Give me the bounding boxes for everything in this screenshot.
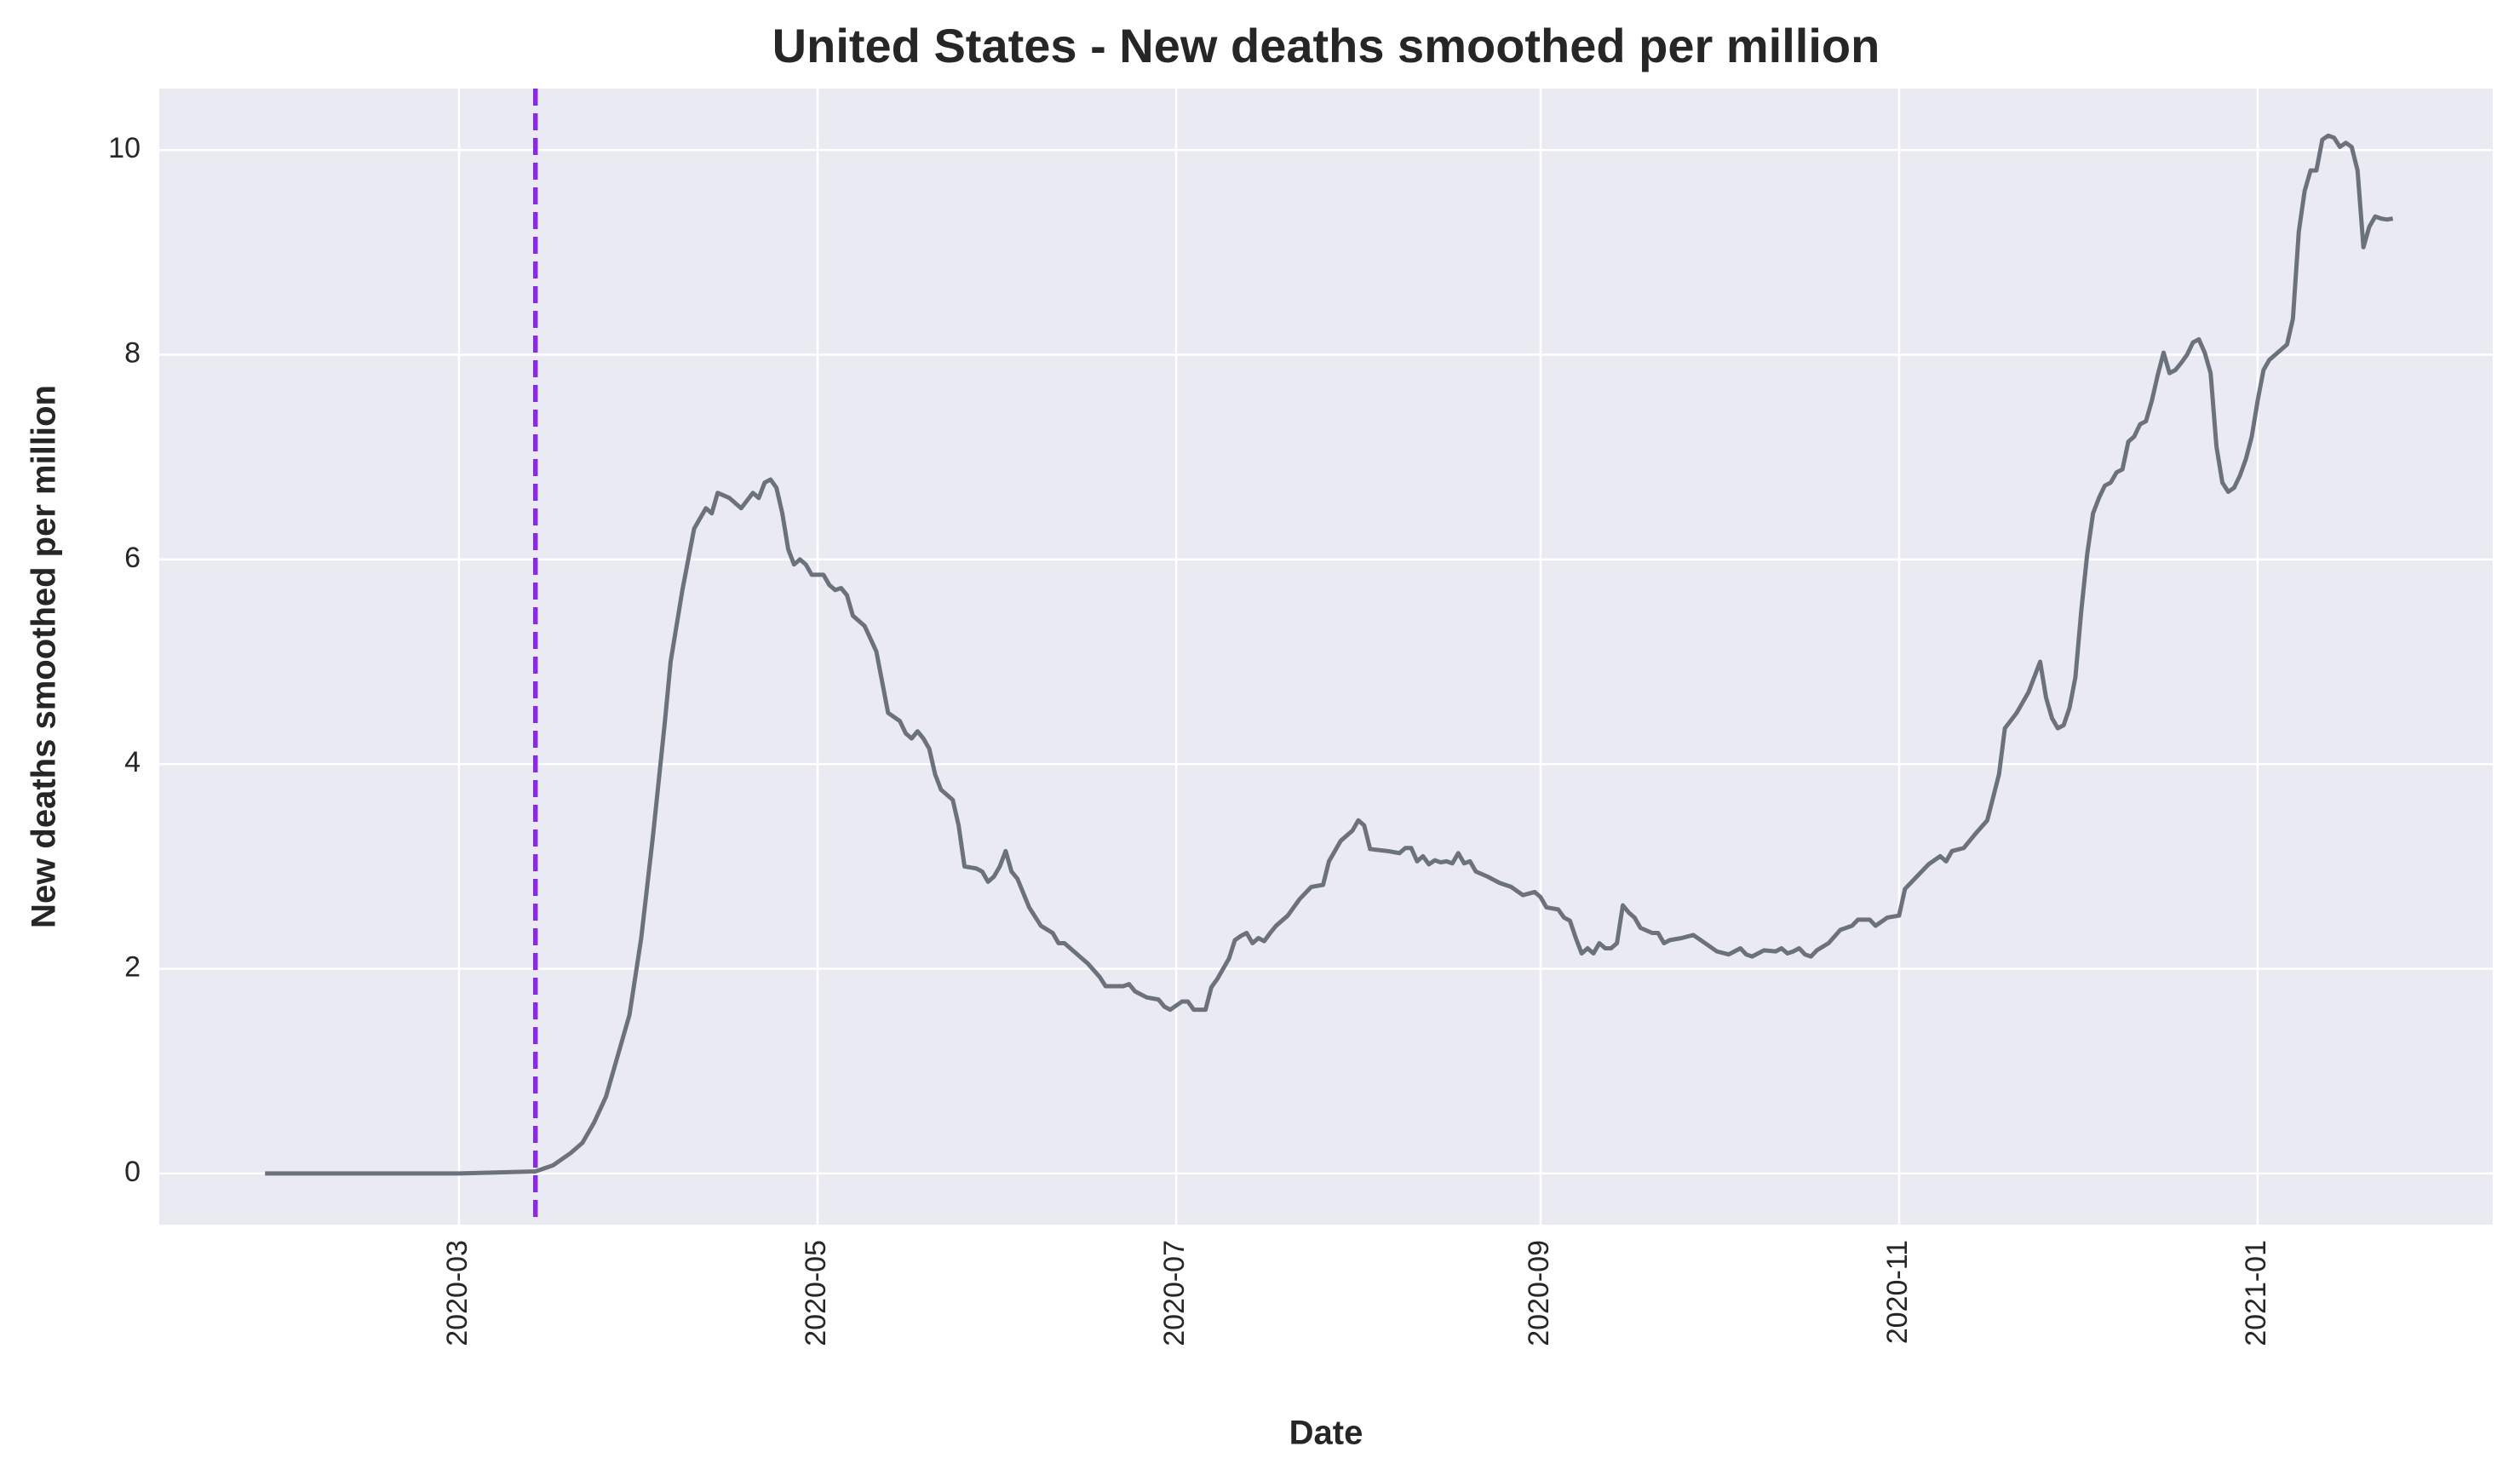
- plot-background: [159, 89, 2493, 1225]
- chart-title: United States - New deaths smoothed per …: [772, 19, 1880, 72]
- x-tick-label: 2020-03: [441, 1240, 474, 1346]
- x-tick-label: 2021-01: [2240, 1240, 2272, 1346]
- y-tick-label: 0: [124, 1156, 141, 1188]
- x-axis-label: Date: [1289, 1415, 1363, 1452]
- x-tick-label: 2020-05: [800, 1240, 832, 1346]
- x-tick-label: 2020-07: [1158, 1240, 1191, 1346]
- x-tick-label: 2020-09: [1523, 1240, 1555, 1346]
- x-tick-label: 2020-11: [1881, 1240, 1914, 1344]
- y-axis-label: New deaths smoothed per million: [26, 385, 63, 928]
- y-tick-label: 2: [124, 951, 141, 984]
- y-tick-label: 8: [124, 336, 141, 369]
- y-tick-label: 10: [108, 132, 141, 164]
- y-tick-label: 4: [124, 746, 141, 778]
- y-tick-label: 6: [124, 542, 141, 574]
- data-line: [265, 133, 2394, 1176]
